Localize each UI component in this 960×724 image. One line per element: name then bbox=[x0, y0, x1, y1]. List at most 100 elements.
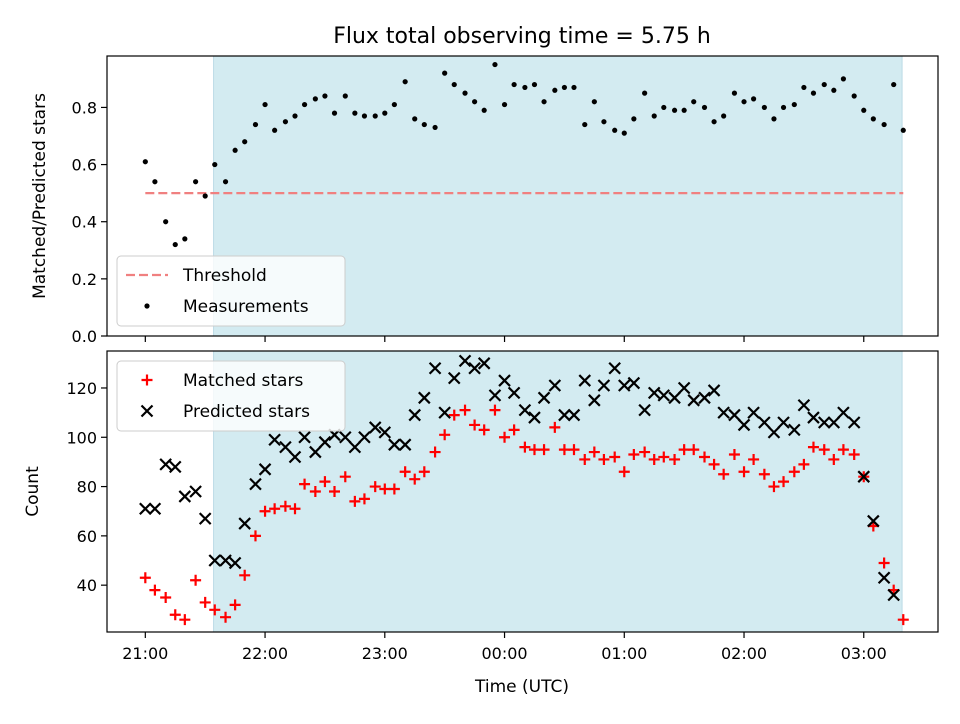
data-point bbox=[657, 389, 671, 402]
data-point bbox=[750, 96, 757, 102]
data-point bbox=[412, 116, 418, 122]
data-point bbox=[767, 426, 781, 439]
data-point bbox=[788, 423, 801, 437]
data-point bbox=[758, 416, 771, 429]
y-tick-label: 100 bbox=[66, 428, 97, 447]
data-point bbox=[840, 76, 847, 82]
data-point bbox=[898, 678, 909, 689]
data-point bbox=[698, 391, 711, 405]
x-tick-label: 02:00 bbox=[721, 644, 767, 663]
data-point bbox=[618, 379, 631, 392]
data-point bbox=[857, 470, 871, 483]
data-point bbox=[548, 379, 562, 392]
data-point bbox=[142, 159, 148, 165]
data-point bbox=[451, 81, 457, 88]
data-point bbox=[578, 374, 592, 387]
data-point bbox=[481, 107, 487, 113]
points-layer bbox=[139, 354, 909, 689]
data-point bbox=[442, 70, 448, 76]
data-point bbox=[707, 384, 721, 397]
data-point bbox=[382, 110, 388, 116]
data-point bbox=[348, 440, 362, 454]
data-point bbox=[239, 569, 251, 581]
x-axis-label: Time (UTC) bbox=[474, 677, 569, 697]
legend-box bbox=[116, 360, 346, 432]
data-point bbox=[299, 478, 311, 490]
data-point bbox=[369, 481, 381, 493]
data-point bbox=[801, 84, 807, 91]
data-point bbox=[439, 429, 451, 441]
data-point bbox=[139, 502, 152, 516]
data-point bbox=[818, 444, 830, 456]
data-point bbox=[388, 438, 401, 451]
data-point bbox=[601, 119, 607, 125]
data-point bbox=[647, 386, 661, 400]
data-point bbox=[388, 483, 400, 495]
data-point bbox=[229, 599, 241, 611]
data-point bbox=[178, 490, 192, 503]
data-point bbox=[168, 460, 182, 474]
data-point bbox=[139, 572, 151, 584]
data-point bbox=[252, 121, 259, 128]
data-point bbox=[459, 404, 471, 416]
data-point bbox=[190, 574, 202, 586]
data-point bbox=[198, 512, 212, 525]
data-point bbox=[179, 614, 191, 626]
data-point bbox=[322, 93, 328, 99]
data-point bbox=[747, 406, 760, 419]
data-point bbox=[691, 99, 697, 105]
data-point bbox=[309, 486, 321, 497]
data-point bbox=[169, 609, 181, 621]
data-point bbox=[651, 113, 657, 119]
data-point bbox=[489, 404, 501, 416]
data-point bbox=[777, 416, 790, 429]
data-point bbox=[249, 530, 261, 542]
y-axis-label: Count bbox=[23, 466, 43, 517]
data-point bbox=[717, 406, 730, 419]
data-point bbox=[608, 361, 621, 375]
data-point bbox=[272, 127, 278, 133]
data-point bbox=[488, 389, 502, 402]
data-point bbox=[349, 495, 361, 507]
legend-label: Predicted stars bbox=[183, 402, 310, 422]
data-point bbox=[199, 596, 211, 608]
data-point bbox=[172, 241, 178, 248]
data-point bbox=[312, 96, 318, 102]
data-point bbox=[193, 179, 199, 185]
legend-swatch bbox=[141, 374, 153, 386]
data-point bbox=[681, 107, 687, 113]
data-point bbox=[292, 113, 298, 119]
data-point bbox=[579, 453, 591, 465]
legend: Matched stars Predicted stars bbox=[116, 360, 346, 432]
data-point bbox=[699, 451, 711, 463]
counts-panel: 21:00 22:00 23:00 00:00 01:00 02:00 03:00 40 60 8… bbox=[23, 350, 939, 689]
data-point bbox=[352, 110, 358, 116]
x-tick-label: 22:00 bbox=[242, 644, 288, 663]
data-point bbox=[148, 502, 162, 516]
data-point bbox=[492, 61, 498, 68]
data-point bbox=[511, 81, 517, 88]
data-point bbox=[447, 371, 461, 385]
data-point bbox=[469, 419, 481, 431]
data-point bbox=[891, 81, 897, 88]
data-point bbox=[342, 93, 348, 99]
data-point bbox=[688, 444, 700, 456]
data-point bbox=[738, 466, 750, 478]
data-point bbox=[558, 444, 570, 456]
data-point bbox=[728, 449, 740, 461]
data-point bbox=[612, 127, 618, 133]
x-tick-label: 01:00 bbox=[601, 644, 647, 663]
data-point bbox=[821, 81, 827, 88]
data-point bbox=[900, 127, 906, 133]
data-point bbox=[531, 81, 538, 88]
data-point bbox=[331, 110, 338, 116]
data-point bbox=[232, 147, 238, 153]
data-point bbox=[219, 554, 232, 567]
data-point bbox=[568, 444, 580, 456]
data-point bbox=[282, 119, 289, 125]
data-point bbox=[418, 466, 430, 478]
data-point bbox=[591, 99, 597, 105]
data-point bbox=[658, 451, 670, 463]
data-point bbox=[582, 121, 588, 128]
data-point bbox=[588, 446, 600, 458]
